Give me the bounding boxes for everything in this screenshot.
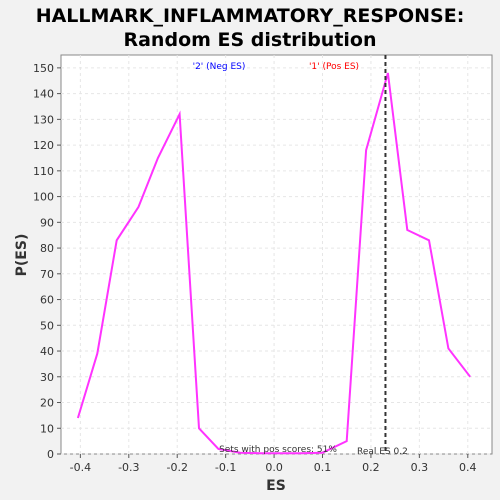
- x-tick-label: -0.3: [118, 461, 139, 474]
- y-tick-label: 100: [33, 191, 54, 204]
- y-tick-label: 50: [40, 319, 54, 332]
- x-tick-label: 0.1: [314, 461, 332, 474]
- x-tick-label: -0.1: [215, 461, 236, 474]
- x-tick-label: -0.2: [166, 461, 187, 474]
- y-axis-title: P(ES): [14, 234, 30, 277]
- y-axis-ticks: 0 10 20 30 40 50 60 70 80 90 100 110 120 130 140 150: [33, 62, 61, 461]
- x-tick-label: -0.4: [70, 461, 91, 474]
- plot-area: [60, 54, 493, 455]
- real-es-label: Real ES 0.2: [357, 447, 408, 457]
- y-tick-label: 40: [40, 345, 54, 358]
- y-tick-label: 70: [40, 268, 54, 281]
- x-axis-ticks: -0.4 -0.3 -0.2 -0.1 0.0 0.1 0.2 0.3 0.4: [70, 454, 477, 474]
- y-tick-label: 80: [40, 242, 54, 255]
- y-tick-label: 0: [47, 448, 54, 461]
- x-tick-label: 0.2: [362, 461, 380, 474]
- x-axis-title: ES: [266, 478, 286, 494]
- y-tick-label: 90: [40, 216, 54, 229]
- y-tick-label: 20: [40, 397, 54, 410]
- y-tick-label: 120: [33, 139, 54, 152]
- chart-title-line2: Random ES distribution: [123, 29, 376, 51]
- y-tick-label: 150: [33, 62, 54, 75]
- pos-es-label: '1' (Pos ES): [309, 62, 359, 72]
- y-tick-label: 60: [40, 294, 54, 307]
- x-tick-label: 0.4: [459, 461, 477, 474]
- series-line: [76, 72, 471, 455]
- y-tick-label: 110: [33, 165, 54, 178]
- y-tick-label: 30: [40, 371, 54, 384]
- y-tick-label: 130: [33, 113, 54, 126]
- neg-es-label: '2' (Neg ES): [193, 62, 246, 72]
- series-layer: [76, 72, 471, 455]
- x-tick-label: 0.3: [411, 461, 429, 474]
- pos-scores-text: Sets with pos scores: 51%: [219, 445, 337, 455]
- x-tick-label: 0.0: [265, 461, 283, 474]
- y-tick-label: 10: [40, 422, 54, 435]
- chart-title-line1: HALLMARK_INFLAMMATORY_RESPONSE:: [36, 5, 465, 27]
- y-tick-label: 140: [33, 88, 54, 101]
- gridlines: [61, 55, 492, 455]
